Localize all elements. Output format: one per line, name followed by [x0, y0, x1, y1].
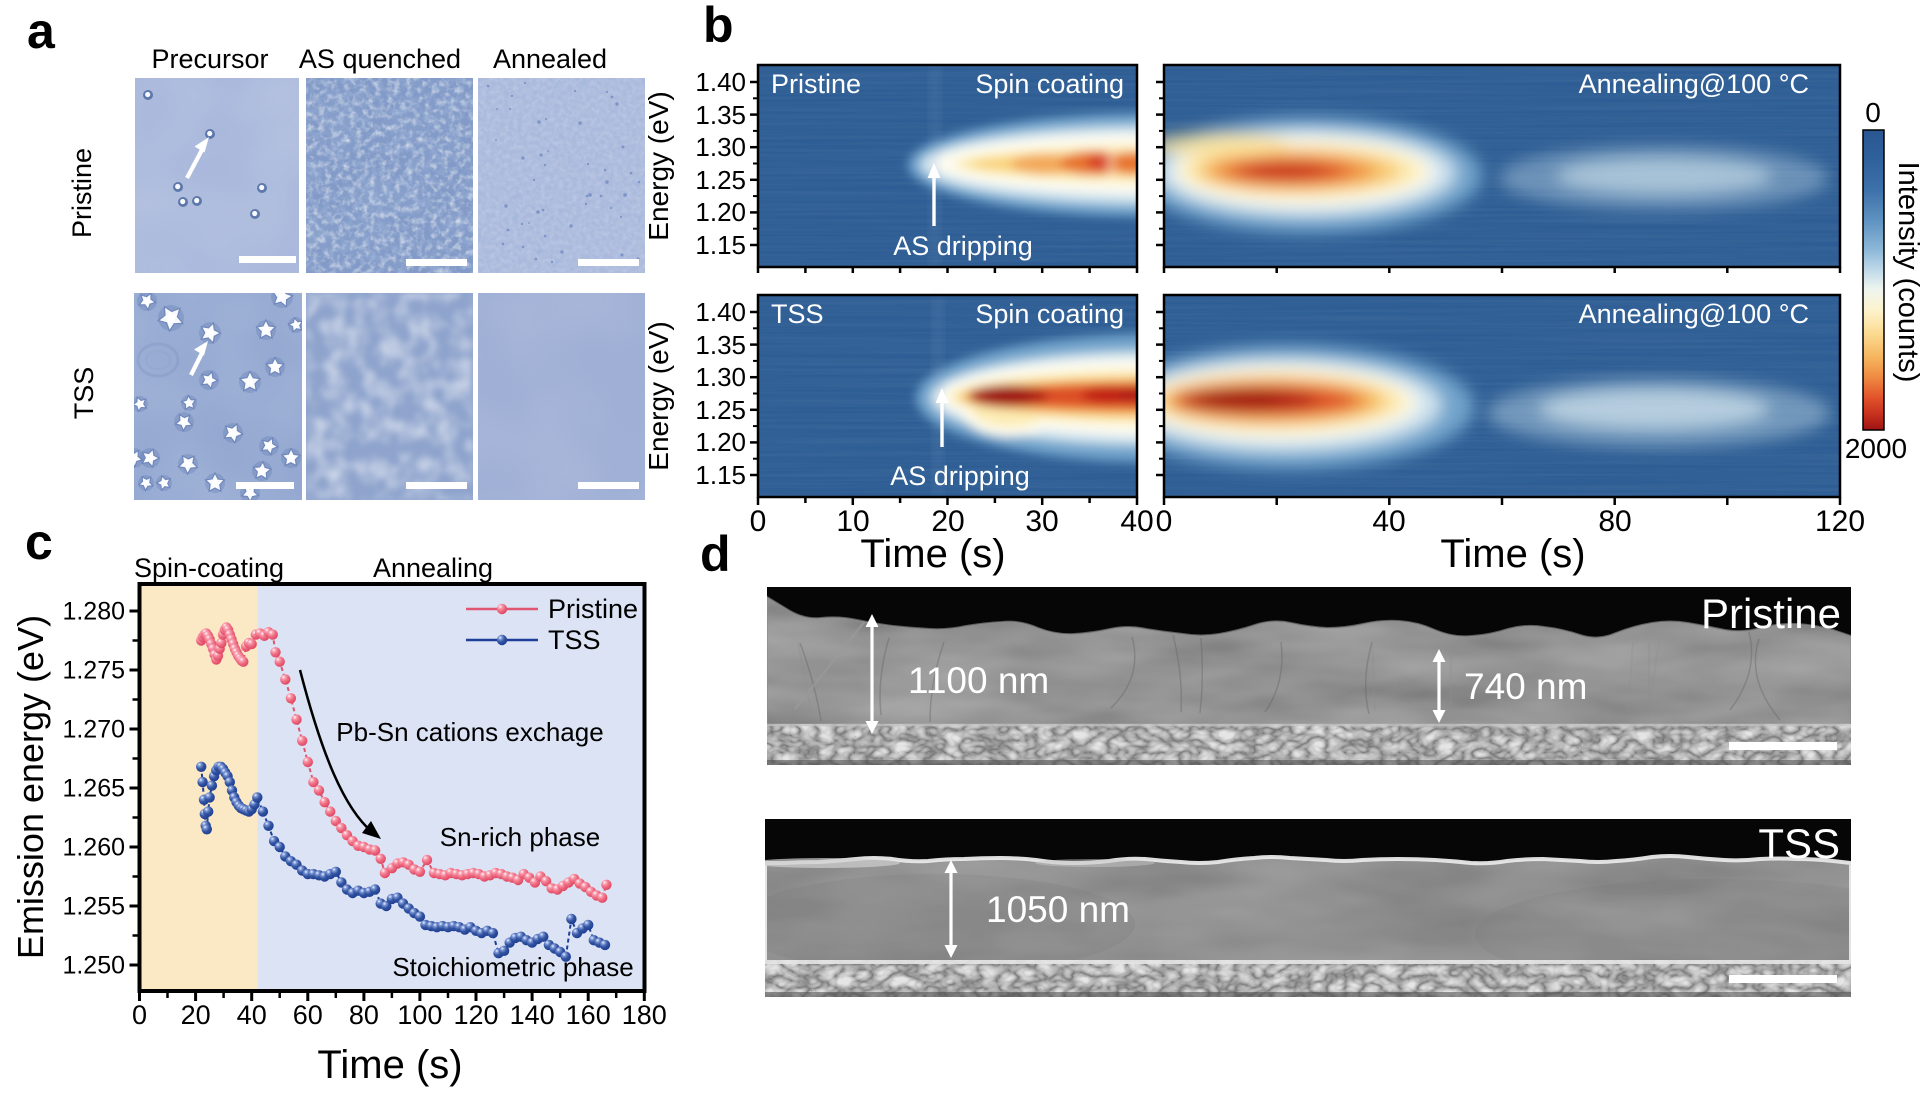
svg-text:40: 40: [237, 1000, 267, 1030]
svg-text:Spin coating: Spin coating: [975, 69, 1124, 99]
svg-text:Pristine: Pristine: [67, 148, 97, 238]
svg-text:1.260: 1.260: [62, 834, 125, 862]
svg-text:1.40: 1.40: [695, 67, 746, 97]
svg-text:1.25: 1.25: [695, 395, 746, 425]
svg-text:180: 180: [622, 1000, 667, 1030]
svg-text:AS dripping: AS dripping: [893, 231, 1033, 261]
svg-text:AS quenched: AS quenched: [299, 44, 461, 74]
svg-text:120: 120: [1815, 505, 1865, 538]
svg-text:0: 0: [1865, 97, 1881, 128]
svg-text:Pristine: Pristine: [548, 594, 638, 624]
svg-text:100: 100: [397, 1000, 442, 1030]
svg-text:c: c: [25, 514, 53, 570]
svg-text:Intensity (counts): Intensity (counts): [1892, 162, 1920, 383]
svg-text:1.20: 1.20: [695, 427, 746, 457]
svg-text:20: 20: [931, 505, 964, 538]
svg-text:AS dripping: AS dripping: [890, 461, 1030, 491]
svg-text:2000: 2000: [1845, 433, 1907, 464]
svg-text:60: 60: [293, 1000, 323, 1030]
svg-text:40: 40: [1372, 505, 1405, 538]
svg-text:1.30: 1.30: [695, 132, 746, 162]
svg-text:Annealed: Annealed: [493, 44, 607, 74]
svg-text:Annealing: Annealing: [373, 553, 493, 583]
svg-text:1.40: 1.40: [695, 297, 746, 327]
svg-text:b: b: [703, 0, 734, 53]
svg-text:0: 0: [1156, 505, 1173, 538]
svg-text:0: 0: [132, 1000, 147, 1030]
svg-text:1.255: 1.255: [62, 893, 125, 921]
svg-text:0: 0: [750, 505, 767, 538]
svg-text:Pristine: Pristine: [771, 69, 861, 99]
svg-text:Energy (eV): Energy (eV): [643, 91, 674, 240]
svg-text:Annealing@100 °C: Annealing@100 °C: [1579, 299, 1809, 329]
svg-text:Time (s): Time (s): [1440, 532, 1585, 576]
svg-text:d: d: [700, 526, 731, 582]
svg-text:TSS: TSS: [69, 367, 99, 420]
svg-text:1.15: 1.15: [695, 460, 746, 490]
svg-text:Pb-Sn cations exchage: Pb-Sn cations exchage: [336, 717, 603, 747]
svg-text:1.15: 1.15: [695, 230, 746, 260]
svg-text:Precursor: Precursor: [151, 44, 268, 74]
svg-text:Time (s): Time (s): [317, 1043, 462, 1087]
svg-text:1100 nm: 1100 nm: [908, 660, 1049, 701]
svg-text:1.265: 1.265: [62, 775, 125, 803]
svg-text:80: 80: [349, 1000, 379, 1030]
svg-text:160: 160: [566, 1000, 611, 1030]
svg-text:20: 20: [181, 1000, 211, 1030]
svg-text:1.35: 1.35: [695, 330, 746, 360]
svg-text:10: 10: [836, 505, 869, 538]
svg-text:Stoichiometric phase: Stoichiometric phase: [392, 952, 633, 982]
svg-text:Pristine: Pristine: [1701, 590, 1841, 637]
svg-text:80: 80: [1598, 505, 1631, 538]
svg-text:TSS: TSS: [548, 625, 601, 655]
svg-text:1050 nm: 1050 nm: [986, 889, 1130, 930]
svg-text:TSS: TSS: [1758, 820, 1840, 867]
svg-text:Energy (eV): Energy (eV): [643, 321, 674, 470]
svg-text:Annealing@100 °C: Annealing@100 °C: [1579, 69, 1809, 99]
svg-text:1.35: 1.35: [695, 100, 746, 130]
svg-text:a: a: [27, 3, 56, 59]
svg-text:1.270: 1.270: [62, 716, 125, 744]
svg-text:740 nm: 740 nm: [1464, 666, 1587, 707]
svg-text:Emission energy (eV): Emission energy (eV): [10, 615, 51, 959]
svg-text:1.25: 1.25: [695, 165, 746, 195]
svg-text:Spin-coating: Spin-coating: [134, 553, 284, 583]
svg-text:1.20: 1.20: [695, 197, 746, 227]
svg-text:Time (s): Time (s): [860, 532, 1005, 576]
svg-text:TSS: TSS: [771, 299, 824, 329]
svg-text:Spin coating: Spin coating: [975, 299, 1124, 329]
svg-text:1.30: 1.30: [695, 362, 746, 392]
svg-text:120: 120: [453, 1000, 498, 1030]
svg-text:1.250: 1.250: [62, 952, 125, 980]
svg-text:140: 140: [510, 1000, 555, 1030]
svg-text:40: 40: [1120, 505, 1153, 538]
svg-text:1.275: 1.275: [62, 657, 125, 685]
svg-text:Sn-rich phase: Sn-rich phase: [440, 822, 600, 852]
svg-text:30: 30: [1025, 505, 1058, 538]
svg-text:1.280: 1.280: [62, 598, 125, 626]
